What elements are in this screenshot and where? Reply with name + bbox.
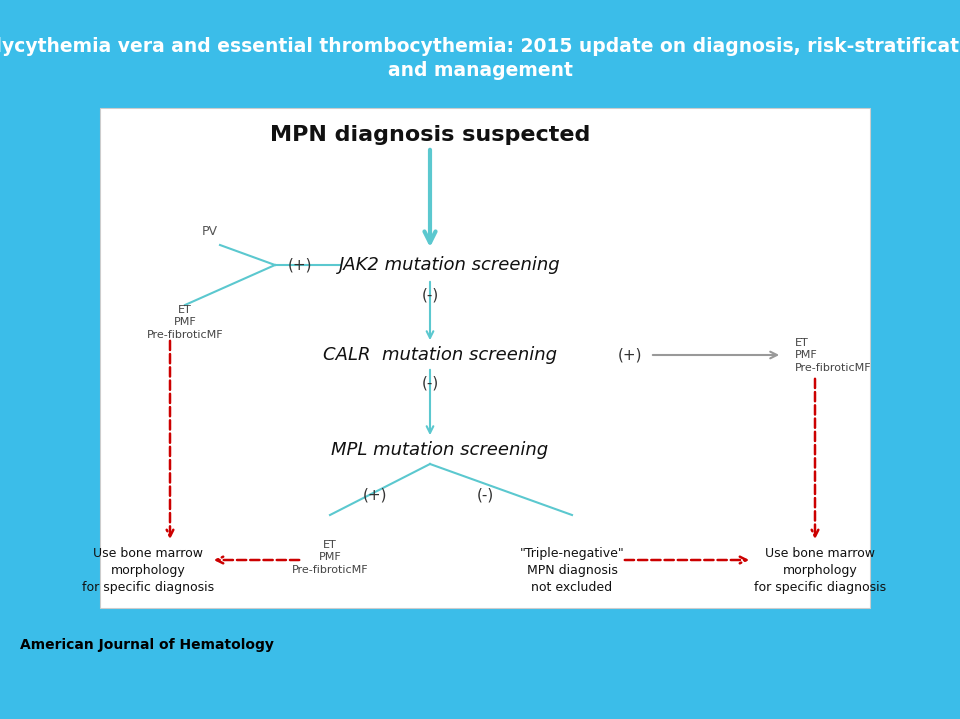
Text: (-): (-): [476, 487, 493, 503]
FancyBboxPatch shape: [100, 108, 870, 608]
Text: ET
PMF
Pre-fibroticMF: ET PMF Pre-fibroticMF: [292, 540, 369, 574]
Text: JAK2 mutation screening: JAK2 mutation screening: [339, 256, 561, 274]
Text: PV: PV: [202, 225, 218, 238]
Text: CALR  mutation screening: CALR mutation screening: [323, 346, 557, 364]
Text: Use bone marrow
morphology
for specific diagnosis: Use bone marrow morphology for specific …: [82, 547, 214, 594]
Text: Use bone marrow
morphology
for specific diagnosis: Use bone marrow morphology for specific …: [754, 547, 886, 594]
Text: (+): (+): [617, 347, 642, 362]
Text: (+): (+): [288, 257, 312, 273]
Text: http://onlinelibrary.wiley.com/doi/10.1002/ajh.23895/full#ajh23895-fig-0001: http://onlinelibrary.wiley.com/doi/10.10…: [20, 674, 496, 687]
Text: Volume 90, Issue 2, pages 162-173, 21 JAN 2015 DOI: 10.1002/ajh.23895: Volume 90, Issue 2, pages 162-173, 21 JA…: [20, 656, 479, 669]
Text: MPL mutation screening: MPL mutation screening: [331, 441, 548, 459]
Text: American Journal of Hematology: American Journal of Hematology: [20, 638, 274, 652]
Text: MPN diagnosis suspected: MPN diagnosis suspected: [270, 125, 590, 145]
Text: (+): (+): [363, 487, 387, 503]
Text: and management: and management: [388, 60, 572, 80]
Text: (-): (-): [421, 288, 439, 303]
Text: Polycythemia vera and essential thrombocythemia: 2015 update on diagnosis, risk-: Polycythemia vera and essential thromboc…: [0, 37, 960, 57]
Text: (-): (-): [421, 375, 439, 390]
Text: "Triple-negative"
MPN diagnosis
not excluded: "Triple-negative" MPN diagnosis not excl…: [519, 547, 624, 594]
Text: ET
PMF
Pre-fibroticMF: ET PMF Pre-fibroticMF: [795, 338, 872, 372]
Text: ET
PMF
Pre-fibroticMF: ET PMF Pre-fibroticMF: [147, 305, 224, 340]
